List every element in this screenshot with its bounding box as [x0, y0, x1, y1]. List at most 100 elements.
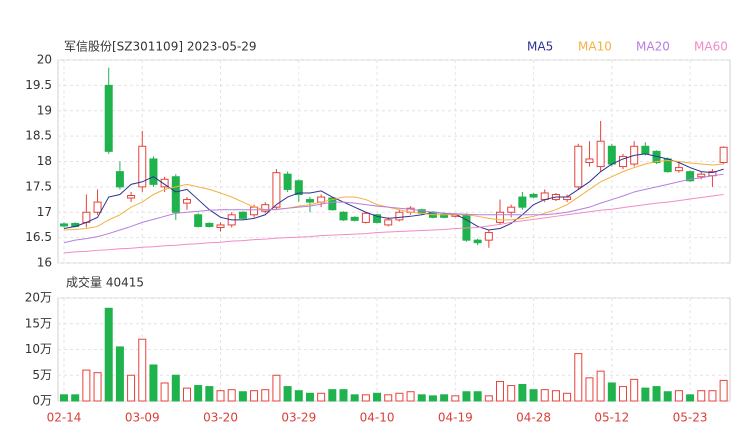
candle-body — [294, 180, 303, 195]
volume-bar — [473, 391, 482, 402]
volume-bar — [484, 395, 493, 402]
candle-body — [697, 173, 706, 178]
volume-bar — [540, 389, 549, 402]
y-tick-label: 17 — [37, 205, 52, 219]
volume-bar — [462, 391, 471, 402]
candle-body — [686, 171, 695, 182]
x-tick-label: 03-29 — [281, 411, 316, 425]
volume-bar — [440, 394, 449, 402]
ma-line — [63, 159, 724, 231]
candle-body — [283, 173, 292, 190]
x-tick-label: 03-20 — [203, 411, 238, 425]
y-tick-label: 5万 — [32, 368, 52, 382]
y-tick-label: 17.5 — [25, 179, 52, 193]
x-tick-label: 04-10 — [360, 411, 395, 425]
volume-bar — [428, 395, 437, 402]
volume-bar — [182, 387, 191, 402]
volume-bar — [115, 346, 124, 402]
candle-body — [205, 222, 214, 227]
candle-body — [373, 214, 382, 223]
candle-body — [395, 211, 404, 221]
volume-bar — [529, 389, 538, 402]
candle-body — [473, 239, 482, 244]
candle-body — [596, 140, 605, 168]
candle-body — [194, 214, 203, 227]
volume-bar — [350, 394, 359, 402]
volume-bar — [686, 394, 695, 402]
volume-bar — [607, 382, 616, 402]
candle-body — [138, 145, 147, 188]
y-tick-label: 10万 — [25, 342, 52, 356]
candle-body — [719, 146, 728, 164]
candle-body — [250, 206, 259, 216]
candle-body — [641, 145, 650, 155]
volume-bar — [652, 386, 661, 402]
y-tick-label: 20 — [37, 53, 52, 67]
candle-body — [149, 158, 158, 185]
volume-bar — [585, 377, 594, 402]
candle-body — [361, 212, 370, 223]
volume-bar — [619, 386, 627, 402]
legend-label: MA5 — [527, 40, 553, 54]
volume-bar — [194, 385, 203, 402]
y-tick-label: 18.5 — [25, 129, 52, 143]
x-tick-label: 05-12 — [594, 411, 629, 425]
volume-bar — [496, 380, 505, 402]
volume-bar — [82, 369, 91, 402]
candle-body — [350, 216, 359, 221]
volume-bar — [305, 392, 314, 402]
volume-bar — [406, 391, 415, 402]
candle-body — [60, 223, 68, 227]
y-tick-label: 20万 — [25, 291, 52, 305]
volume-bar — [317, 392, 326, 402]
volume-bar — [674, 390, 683, 402]
volume-bar — [518, 384, 527, 402]
candle-body — [440, 213, 449, 218]
volume-bar — [294, 390, 303, 402]
y-tick-label: 19 — [37, 103, 52, 117]
candle-body — [104, 84, 113, 152]
candle-body — [518, 196, 527, 208]
x-tick-label: 04-28 — [516, 411, 551, 425]
volume-bar — [127, 374, 136, 402]
candle-body — [160, 178, 169, 188]
chart-title: 军信股份[SZ301109] 2023-05-29 — [64, 40, 257, 54]
volume-bar — [71, 394, 80, 402]
candle-body — [585, 158, 594, 164]
candle-body — [529, 193, 538, 198]
volume-bar — [417, 394, 426, 402]
y-tick-label: 19.5 — [25, 78, 52, 92]
candle-body — [619, 155, 627, 168]
volume-bar — [563, 392, 572, 402]
volume-bar — [328, 389, 337, 402]
volume-bar — [719, 379, 728, 402]
volume-bar — [630, 378, 639, 402]
volume-bar — [451, 395, 460, 402]
volume-bar — [596, 370, 605, 402]
candle-body — [216, 224, 225, 228]
ma-line — [63, 173, 724, 244]
volume-bar — [551, 390, 560, 402]
volume-bar — [93, 372, 102, 402]
candle-body — [171, 176, 180, 213]
ma-line — [63, 193, 724, 254]
candle-body — [305, 199, 314, 203]
volume-bar — [238, 391, 247, 402]
x-tick-label: 03-09 — [125, 411, 160, 425]
volume-bar — [663, 391, 672, 402]
candle-body — [484, 232, 493, 241]
volume-bar — [708, 390, 717, 402]
x-tick-label: 04-19 — [438, 411, 473, 425]
volume-bar — [641, 387, 650, 402]
y-tick-label: 16 — [37, 256, 52, 270]
legend-label: MA20 — [636, 40, 670, 54]
volume-bar — [697, 390, 706, 402]
legend-label: MA10 — [578, 40, 612, 54]
volume-bar — [205, 386, 214, 402]
candle-body — [339, 211, 348, 221]
x-tick-label: 02-14 — [47, 411, 82, 425]
y-tick-label: 18 — [37, 154, 52, 168]
volume-bar — [283, 386, 292, 402]
